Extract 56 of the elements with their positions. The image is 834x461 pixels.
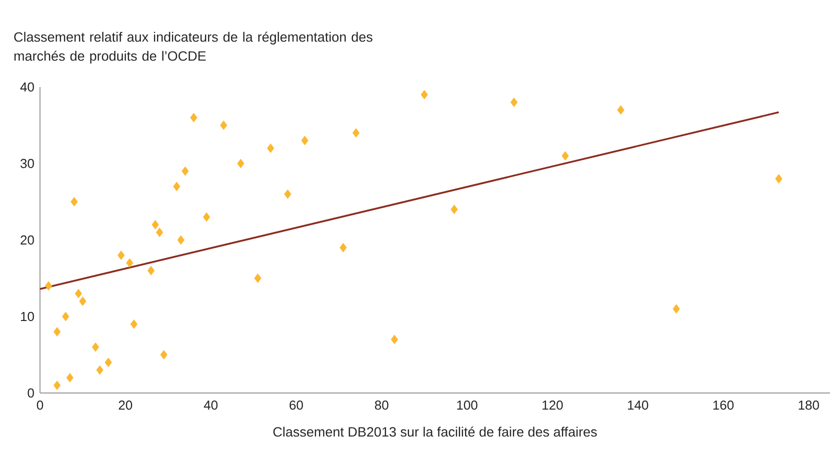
point — [672, 304, 680, 314]
point — [301, 136, 308, 146]
x-tick-label: 20 — [118, 400, 132, 410]
x-tick-label: 100 — [457, 400, 478, 410]
point — [173, 182, 180, 192]
point — [96, 365, 104, 375]
point — [254, 274, 262, 283]
point — [126, 258, 134, 268]
y-tick-label: 30 — [20, 158, 34, 168]
y-axis-title: Classement relatif aux indicateurs de la réglementation des marchés de produits de l’OCDE — [14, 32, 372, 64]
point — [79, 296, 86, 306]
point — [74, 288, 82, 298]
point — [177, 235, 184, 245]
x-tick-label: 120 — [542, 400, 563, 410]
x-tick-label: 180 — [798, 400, 819, 410]
point — [104, 358, 112, 368]
point — [390, 334, 398, 344]
point — [220, 120, 228, 130]
point — [62, 312, 70, 322]
y-tick-label: 0 — [28, 388, 34, 398]
point — [340, 242, 347, 252]
point — [92, 342, 100, 352]
y-tick-label: 40 — [20, 82, 34, 92]
point — [118, 250, 125, 260]
point — [152, 220, 159, 230]
x-tick-label: 40 — [204, 400, 218, 410]
x-axis-title: Classement DB2013 sur la facilité de faire des affaires — [273, 426, 597, 437]
point — [562, 151, 569, 161]
point — [284, 189, 292, 199]
point — [66, 373, 74, 382]
x-tick-label: 60 — [290, 400, 303, 410]
point — [182, 166, 189, 176]
point — [54, 327, 61, 336]
x-tick-label: 140 — [628, 400, 648, 410]
point — [450, 204, 458, 214]
point — [617, 105, 624, 115]
point — [54, 380, 61, 390]
x-tick-label: 80 — [374, 400, 388, 410]
point — [147, 266, 155, 276]
x-tick-label: 160 — [713, 400, 734, 410]
point — [44, 281, 52, 291]
y-tick-label: 10 — [21, 312, 34, 322]
point — [190, 112, 198, 122]
point — [420, 90, 428, 100]
y-tick-label: 20 — [20, 235, 34, 245]
point — [267, 143, 274, 153]
point — [510, 98, 518, 107]
point — [160, 350, 168, 360]
x-tick-label: 0 — [36, 400, 44, 410]
point — [237, 158, 244, 168]
point — [352, 128, 360, 138]
point — [156, 228, 164, 238]
point — [70, 197, 78, 206]
point — [130, 319, 138, 329]
point — [775, 174, 782, 184]
point — [202, 212, 210, 222]
